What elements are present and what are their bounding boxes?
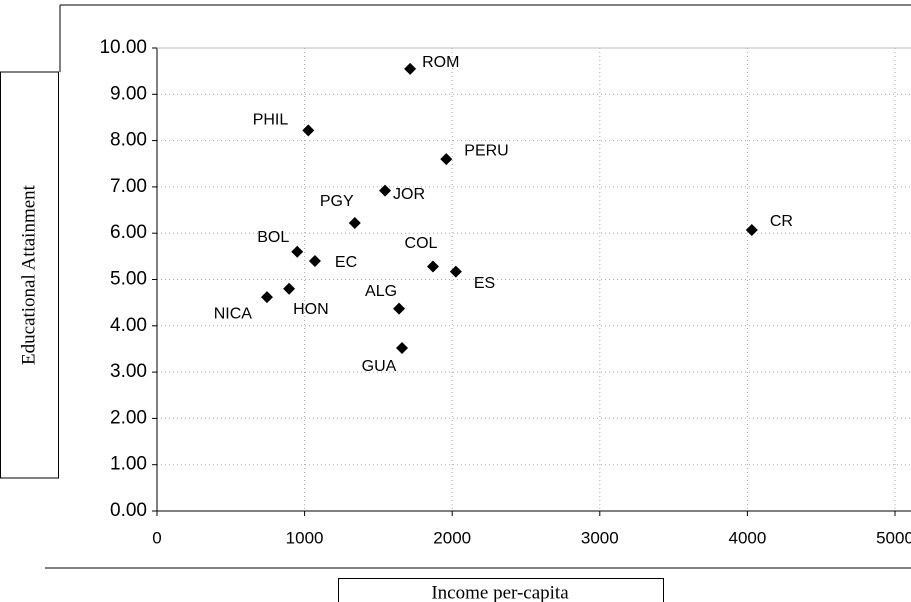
point-label: CR [770, 213, 793, 230]
x-tick-label: 3000 [581, 528, 619, 547]
x-tick-label: 4000 [728, 528, 766, 547]
y-label-box [0, 71, 59, 479]
y-tick-label: 8.00 [110, 130, 147, 151]
point [393, 302, 406, 315]
y-tick-label: 4.00 [110, 315, 147, 336]
point-label: HON [293, 301, 329, 318]
y-tick-label: 2.00 [110, 407, 147, 428]
y-tick-label: 9.00 [110, 83, 147, 104]
point-label: GUA [362, 358, 397, 375]
point [404, 62, 417, 75]
point [260, 291, 273, 304]
point-label: JOR [393, 186, 425, 203]
y-tick-label: 10.00 [99, 37, 147, 58]
x-tick-label: 0 [152, 528, 161, 547]
point [745, 223, 758, 236]
y-tick-label: 6.00 [110, 222, 147, 243]
x-tick-label: 1000 [286, 528, 324, 547]
point-label: COL [405, 235, 438, 252]
point [302, 124, 315, 137]
point [396, 342, 409, 355]
x-tick-label: 2000 [433, 528, 471, 547]
point-label: PERU [464, 142, 508, 159]
x-axis-label: Income per-capita [431, 582, 569, 602]
point-label: ES [474, 275, 495, 292]
x-tick-label: 5000 [876, 528, 911, 547]
point-label: ALG [365, 283, 397, 300]
y-tick-label: 3.00 [110, 361, 147, 382]
point [291, 245, 304, 258]
point-label: PHIL [253, 112, 289, 129]
point-label: EC [335, 254, 357, 271]
point-label: ROM [422, 54, 459, 71]
point [308, 254, 321, 267]
point [449, 265, 462, 278]
point [440, 153, 453, 166]
point [427, 260, 440, 273]
point [283, 282, 296, 295]
point-label: BOL [257, 229, 289, 246]
point [348, 217, 361, 230]
y-tick-label: 5.00 [110, 269, 147, 290]
y-tick-label: 0.00 [110, 500, 147, 521]
y-tick-label: 1.00 [110, 454, 147, 475]
point-label: NICA [214, 305, 253, 322]
point-label: PGY [320, 193, 354, 210]
y-tick-label: 7.00 [110, 176, 147, 197]
point [379, 184, 392, 197]
y-axis-label: Educational Attainment [18, 184, 39, 365]
x-label-box [338, 578, 664, 602]
